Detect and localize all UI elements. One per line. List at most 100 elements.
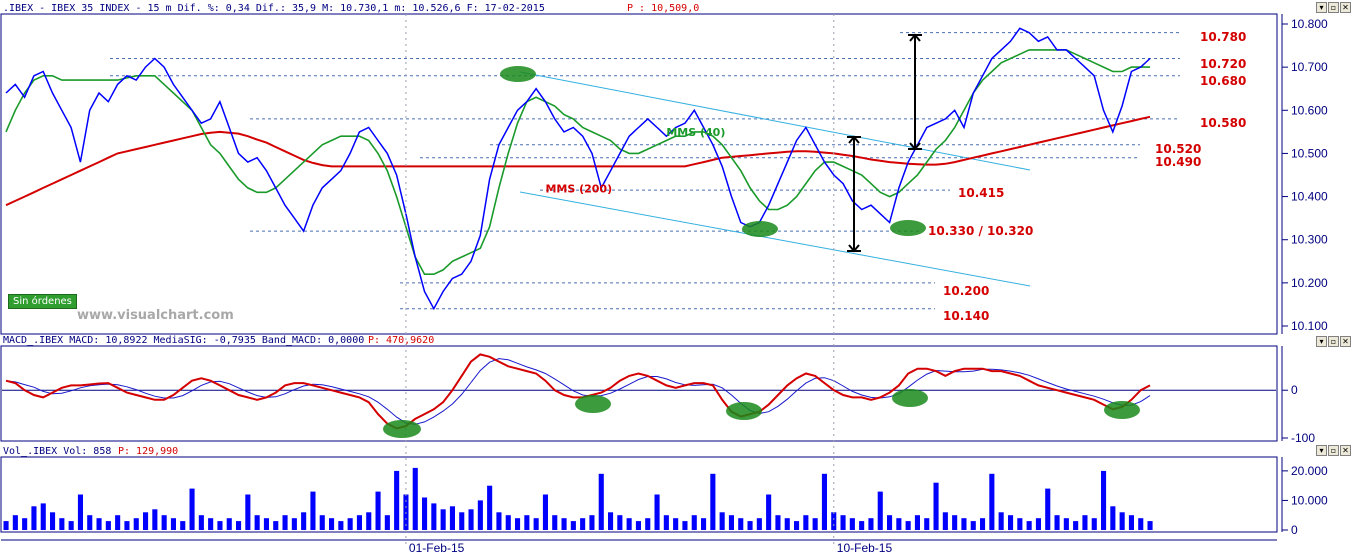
volume-bar xyxy=(477,500,483,530)
sin-ordenes-badge[interactable]: Sin órdenes xyxy=(8,294,77,309)
volume-bar xyxy=(1026,521,1032,530)
volume-bar xyxy=(1101,470,1107,530)
volume-bar xyxy=(682,521,688,530)
price-panel-close-button[interactable]: ✕ xyxy=(1340,2,1351,13)
volume-bar xyxy=(1008,515,1014,530)
volume-bar xyxy=(217,521,223,530)
volume-bar xyxy=(1110,506,1116,530)
price-tick-label: 10.500 xyxy=(1291,146,1328,160)
volume-bar xyxy=(3,521,9,530)
volume-axis: 0 10.000 20.000 xyxy=(1281,457,1328,537)
volume-bar xyxy=(68,521,74,530)
volume-bar xyxy=(561,518,567,530)
volume-bar xyxy=(524,515,530,530)
volume-bar xyxy=(105,521,111,530)
price-panel xyxy=(0,13,1278,335)
macd-marker xyxy=(892,389,928,407)
volume-bar xyxy=(170,518,176,530)
macd-marker xyxy=(575,395,611,413)
volume-bar xyxy=(905,521,911,530)
volume-bar xyxy=(673,518,679,530)
volume-bar xyxy=(794,521,800,530)
volume-bar xyxy=(980,518,986,530)
price-tick-label: 10.400 xyxy=(1291,190,1328,204)
price-panel-minimize-button[interactable]: ▫ xyxy=(1328,2,1339,13)
volume-bar xyxy=(617,515,623,530)
volume-bar xyxy=(254,515,260,530)
price-panel-menu-button[interactable]: ▾ xyxy=(1316,2,1327,13)
volume-bar xyxy=(728,515,734,530)
volume-bar xyxy=(1045,488,1051,530)
volume-bar xyxy=(784,518,790,530)
macd-marker xyxy=(383,420,421,438)
volume-bar xyxy=(263,518,269,530)
volume-bar xyxy=(115,515,121,530)
macd-header-last: P: 470,9620 xyxy=(368,335,434,346)
volume-bar xyxy=(468,509,474,530)
volume-bar xyxy=(552,515,558,530)
volume-bar xyxy=(542,494,548,530)
volume-bar xyxy=(840,515,846,530)
level-label: 10.520 xyxy=(1155,142,1201,156)
volume-panel-menu-button[interactable]: ▾ xyxy=(1316,445,1327,456)
volume-bar xyxy=(608,512,614,530)
volume-bar xyxy=(1138,518,1144,530)
volume-bar xyxy=(747,521,753,530)
volume-bar xyxy=(756,518,762,530)
volume-bar xyxy=(236,521,242,530)
level-label: 10.490 xyxy=(1155,155,1201,169)
volume-bar xyxy=(449,506,455,530)
macd-panel-menu-button[interactable]: ▾ xyxy=(1316,336,1327,347)
volume-bar xyxy=(496,512,502,530)
volume-bar xyxy=(87,515,93,530)
price-header-last: P : 10,509,0 xyxy=(627,3,699,14)
volume-bar xyxy=(338,521,344,530)
volume-bar xyxy=(868,518,874,530)
macd-line xyxy=(5,353,1151,430)
volume-bar xyxy=(877,491,883,530)
volume-bar xyxy=(375,491,381,530)
volume-bar xyxy=(310,491,316,530)
volume-panel-close-button[interactable]: ✕ xyxy=(1340,445,1351,456)
volume-bar xyxy=(22,518,28,530)
level-label: 10.720 xyxy=(1200,57,1246,71)
volume-bar xyxy=(394,470,400,530)
macd-tick-label: -100 xyxy=(1291,431,1315,445)
volume-bar xyxy=(775,515,781,530)
volume-panel-minimize-button[interactable]: ▫ xyxy=(1328,445,1339,456)
volume-bar xyxy=(143,512,149,530)
volume-bar xyxy=(487,485,493,530)
volume-bar xyxy=(1119,512,1125,530)
channel-lower xyxy=(519,191,1031,287)
volume-bar xyxy=(459,512,465,530)
volume-header: Vol_.IBEX Vol: 858 xyxy=(3,446,111,457)
volume-bar xyxy=(1017,518,1023,530)
volume-bar xyxy=(431,503,437,530)
volume-bar xyxy=(208,518,214,530)
volume-bar xyxy=(1035,518,1041,530)
volume-bar xyxy=(412,467,418,530)
low-marker xyxy=(890,220,926,236)
volume-bar xyxy=(970,521,976,530)
volume-bar xyxy=(933,482,939,530)
macd-signal-line xyxy=(5,358,1151,425)
volume-bar xyxy=(31,506,37,530)
volume-bar xyxy=(1128,515,1134,530)
volume-bar xyxy=(59,518,65,530)
macd-panel-minimize-button[interactable]: ▫ xyxy=(1328,336,1339,347)
volume-bars xyxy=(3,467,1153,530)
volume-bar xyxy=(180,521,186,530)
volume-bar xyxy=(803,515,809,530)
volume-bar xyxy=(738,518,744,530)
level-label: 10.580 xyxy=(1200,116,1246,130)
volume-bar xyxy=(1091,518,1097,530)
macd-series-group xyxy=(2,353,1276,430)
mms200-line xyxy=(5,115,1151,207)
macd-panel xyxy=(0,345,1278,442)
volume-bar xyxy=(384,515,390,530)
price-axis: 10.100 10.200 10.300 10.400 10.500 10.600 10.7… xyxy=(1281,14,1328,334)
macd-panel-close-button[interactable]: ✕ xyxy=(1340,336,1351,347)
volume-bar xyxy=(1147,521,1153,530)
volume-bar xyxy=(654,494,660,530)
